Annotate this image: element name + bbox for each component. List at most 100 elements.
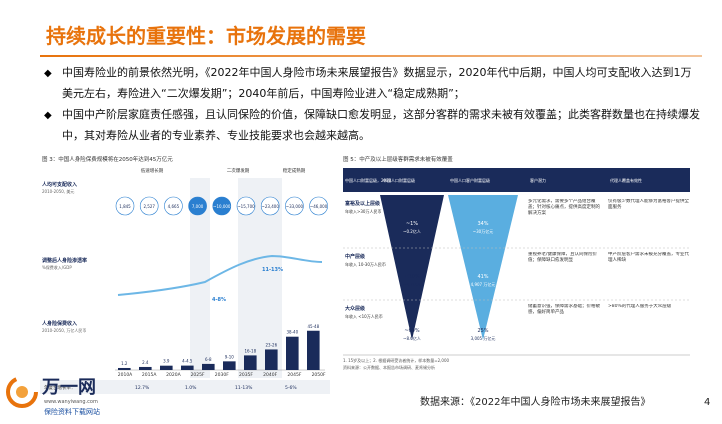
bar (181, 365, 194, 370)
bullet: 中国中产阶层家庭责任感强，且认同保险的价值，保障缺口愈发明显，这部分客群的需求未… (62, 108, 700, 142)
pop: ~30% (404, 274, 420, 280)
income-dot (188, 196, 207, 216)
income: ~10,000 (213, 204, 231, 209)
bar-label: 16-18 (244, 348, 256, 353)
tier-note: 年收入 10-30万人民币 (345, 261, 386, 267)
bar-label: 38-40 (286, 330, 298, 335)
x-label: 2030F (215, 372, 229, 378)
income-dot (285, 196, 304, 216)
pop: ~69% (404, 328, 420, 334)
bar (307, 330, 320, 370)
bar (160, 365, 173, 370)
header: 代理人覆盖有效性 (610, 177, 642, 183)
income: 4,665 (168, 204, 180, 209)
cell: 中产阶层客户需求未被充分覆盖，专业代理人稀缺 (608, 252, 689, 263)
wealth-n: 3,005 万亿元 (471, 335, 496, 341)
cell: 重视养老/健康保障，且认同保险价值；保障缺口愈发明显 (528, 252, 598, 263)
cell: 仅有极少数代理人能够为富裕客户提供全面服务 (608, 199, 689, 210)
bullet-marker: ◆ (44, 68, 52, 79)
logo-mark (6, 376, 38, 408)
header: 客户潜力 (530, 177, 546, 183)
bar-label: 4-4.5 (182, 359, 193, 364)
bar (286, 336, 299, 370)
bar (139, 366, 152, 370)
tier-note: 年收入>30万人民币 (345, 208, 381, 214)
income-dot (309, 196, 328, 216)
rate-label: 11-13% (262, 267, 283, 273)
row-label: 调整后人身险渗透率 (42, 257, 87, 264)
slide-title: 持续成长的重要性：市场发展的需要 (46, 24, 366, 48)
income: ~33,000 (286, 204, 304, 209)
x-label: 2035F (239, 372, 253, 378)
population-funnel (380, 195, 444, 340)
logo-mark (16, 386, 28, 398)
x-label: 2020A (166, 372, 181, 378)
tier-name: 中产层级 (345, 253, 365, 260)
tier-name: 大众层级 (345, 305, 365, 312)
header-band (343, 168, 690, 192)
bullet-marker: ◆ (44, 110, 52, 121)
pop-n: ~8.0亿人 (403, 335, 421, 341)
cagr: 12.7% (135, 385, 150, 391)
wealth-funnel (448, 195, 518, 340)
logo-name: 万一网 (41, 377, 96, 398)
phase-shade (190, 178, 210, 378)
wealth: 41% (477, 274, 488, 280)
wealth-n: ~30万亿元 (473, 228, 493, 234)
phase: 二次爆发期 (227, 167, 250, 174)
cagr-band (40, 380, 330, 394)
title-rule (40, 55, 702, 57)
figure-title: 图 5：中产及以上层级客群需求未被有效覆盖 (343, 155, 453, 163)
coverage: 仅有极少数代理人能够为富裕客户提供全面服务 (608, 199, 689, 210)
logo-slogan: 保险资料下载网站 (44, 407, 100, 416)
row-note: 2010-2050, 美元 (42, 188, 74, 194)
wealth: 25% (477, 328, 488, 334)
coverage: 中产阶层客户需求未被充分覆盖，专业代理人稀缺 (608, 252, 689, 263)
pop-n: ~4.2亿人 (403, 281, 421, 287)
bar (223, 361, 236, 370)
cell: >80%的代理人服务于大众层级 (608, 304, 672, 309)
header: 中国人口财富层级 (383, 177, 415, 183)
cell: 储蓄意识强，保障需求基础；价格敏感，偏好简单产品 (528, 304, 600, 315)
income-dot (164, 196, 183, 216)
income-dot (115, 196, 135, 216)
x-label: 2045F (287, 372, 301, 378)
bar-label: 23-26 (265, 342, 277, 347)
cell: 多元化需求，需要多个产品组合覆盖；针对核心痛点，提供高度定制的解决方案 (528, 199, 600, 216)
rate-curve (117, 254, 323, 296)
row-label: 人身险保费收入 (41, 320, 77, 327)
pop: ~1% (406, 221, 418, 227)
bar-label: 2.4 (142, 360, 149, 365)
bar-label: 1.2 (121, 361, 128, 366)
income: ~46,000 (310, 204, 328, 209)
income: 7,000 (192, 204, 204, 209)
x-label: 2025F (191, 372, 205, 378)
page-number: 4 (704, 397, 710, 408)
figure-title: 图 3：中国人身险保费规模将在2050年达到45万亿元 (42, 155, 173, 163)
bar (265, 349, 278, 370)
bullet: 中国寿险业的前景依然光明，《2022年中国人身险市场未来展望报告》数据显示，20… (62, 66, 692, 100)
row-label: 人均可支配收入 (41, 181, 77, 188)
potential: 储蓄意识强，保障需求基础；价格敏感，偏好简单产品 (528, 304, 600, 315)
logo-url: www.wanyiwang.com (44, 399, 98, 405)
note: 资料来源：公开数据、本报告市场调研、麦肯锡分析 (343, 364, 435, 370)
coverage: >80%的代理人服务于大众层级 (608, 304, 672, 309)
tier-note: 年收入 <10万人民币 (345, 313, 383, 319)
bar-label: 6-8 (205, 357, 212, 362)
potential: 重视养老/健康保障，且认同保险价值；保障缺口愈发明显 (528, 252, 598, 263)
header: 中国人口客户财富层级 (450, 177, 490, 183)
source: 数据来源：《2022年中国人身险市场未来展望报告》 (420, 395, 650, 408)
x-label: 2050F (312, 372, 326, 378)
bar-label: 9-10 (225, 354, 235, 359)
bar (118, 367, 131, 370)
x-label: 2015A (142, 372, 157, 378)
income: ~23,400 (262, 204, 280, 209)
x-label: 2010A (118, 372, 133, 378)
row-note: %保费收入/GDP (42, 264, 72, 270)
phase: 稳定成熟期 (283, 167, 306, 174)
wealth: 34% (477, 221, 488, 227)
cagr: 5-6% (285, 385, 297, 391)
pop-n: ~0.2亿人 (403, 228, 421, 234)
x-label: 2040F (263, 372, 277, 378)
